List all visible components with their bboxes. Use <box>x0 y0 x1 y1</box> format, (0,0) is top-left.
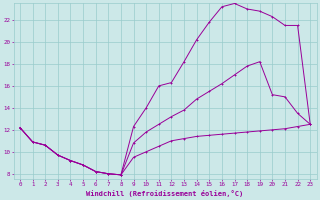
X-axis label: Windchill (Refroidissement éolien,°C): Windchill (Refroidissement éolien,°C) <box>86 190 244 197</box>
